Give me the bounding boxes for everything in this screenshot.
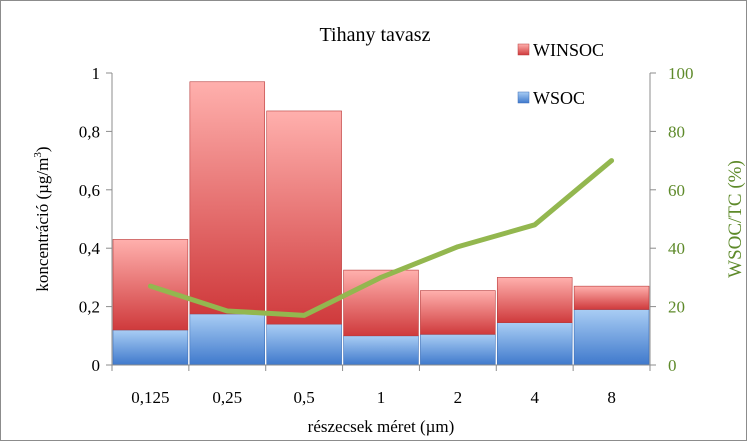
y-tick-label: 0,4 xyxy=(79,239,101,258)
y2-tick-label: 40 xyxy=(668,239,685,258)
x-tick-label: 0,125 xyxy=(131,388,169,407)
y2-ticks: 0 20 40 60 80 100 xyxy=(650,64,694,375)
y-axis-label-main: koncentráció (µg/m xyxy=(33,158,52,292)
legend-label-winsoc: WINSOC xyxy=(533,40,604,60)
line-layer xyxy=(147,158,615,318)
x-tick-label: 2 xyxy=(454,388,463,407)
x-tick-label: 0,25 xyxy=(212,388,242,407)
y2-tick-label: 80 xyxy=(668,122,685,141)
bar-wsoc-1 xyxy=(189,313,266,366)
legend-swatch-wsoc xyxy=(517,91,530,104)
y-axis-label-tail: ) xyxy=(33,146,52,152)
y-tick-label: 0,2 xyxy=(79,298,100,317)
bar-wsoc-6 xyxy=(573,309,650,366)
y2-tick-label: 0 xyxy=(668,356,677,375)
bar-winsoc-6 xyxy=(573,285,650,310)
bars-layer xyxy=(112,81,650,366)
y-tick-label: 1 xyxy=(92,64,101,83)
y2-tick-label: 100 xyxy=(668,64,694,83)
y-tick-label: 0,6 xyxy=(79,181,100,200)
y2-tick-label: 20 xyxy=(668,298,685,317)
x-tick-label: 4 xyxy=(530,388,539,407)
x-tick-label: 8 xyxy=(607,388,616,407)
y-ticks: 0 0,2 0,4 0,6 0,8 1 xyxy=(79,64,112,375)
bar-wsoc-5 xyxy=(496,322,573,366)
legend-label-wsoc: WSOC xyxy=(533,88,585,108)
bar-winsoc-4 xyxy=(420,290,496,335)
x-axis-label: részecsek méret (µm) xyxy=(308,417,455,436)
legend-swatch-winsoc xyxy=(517,43,530,56)
y-tick-label: 0 xyxy=(92,356,101,375)
y-axis-label-sup: 3 xyxy=(32,152,44,158)
bar-wsoc-4 xyxy=(420,334,496,366)
bar-winsoc-3 xyxy=(343,269,419,337)
legend: WINSOC WSOC xyxy=(517,40,604,108)
y-tick-label: 0,8 xyxy=(79,122,100,141)
line-wsoc-tc-ratio xyxy=(147,158,615,318)
y-axis-label: koncentráció (µg/m3) xyxy=(32,146,52,291)
x-ticks: 0,125 0,25 0,5 1 2 4 8 xyxy=(111,365,651,407)
x-tick-label: 1 xyxy=(377,388,386,407)
chart-title: Tihany tavasz xyxy=(320,24,431,46)
bar-wsoc-2 xyxy=(266,323,342,366)
x-tick-label: 0,5 xyxy=(294,388,315,407)
y2-axis-label: WSOC/TC (%) xyxy=(725,160,746,278)
bar-winsoc-5 xyxy=(496,277,573,323)
bar-wsoc-3 xyxy=(343,335,419,366)
bar-winsoc-1 xyxy=(189,81,266,315)
bar-wsoc-0 xyxy=(112,329,189,366)
y2-tick-label: 60 xyxy=(668,181,685,200)
bar-winsoc-2 xyxy=(266,110,342,325)
